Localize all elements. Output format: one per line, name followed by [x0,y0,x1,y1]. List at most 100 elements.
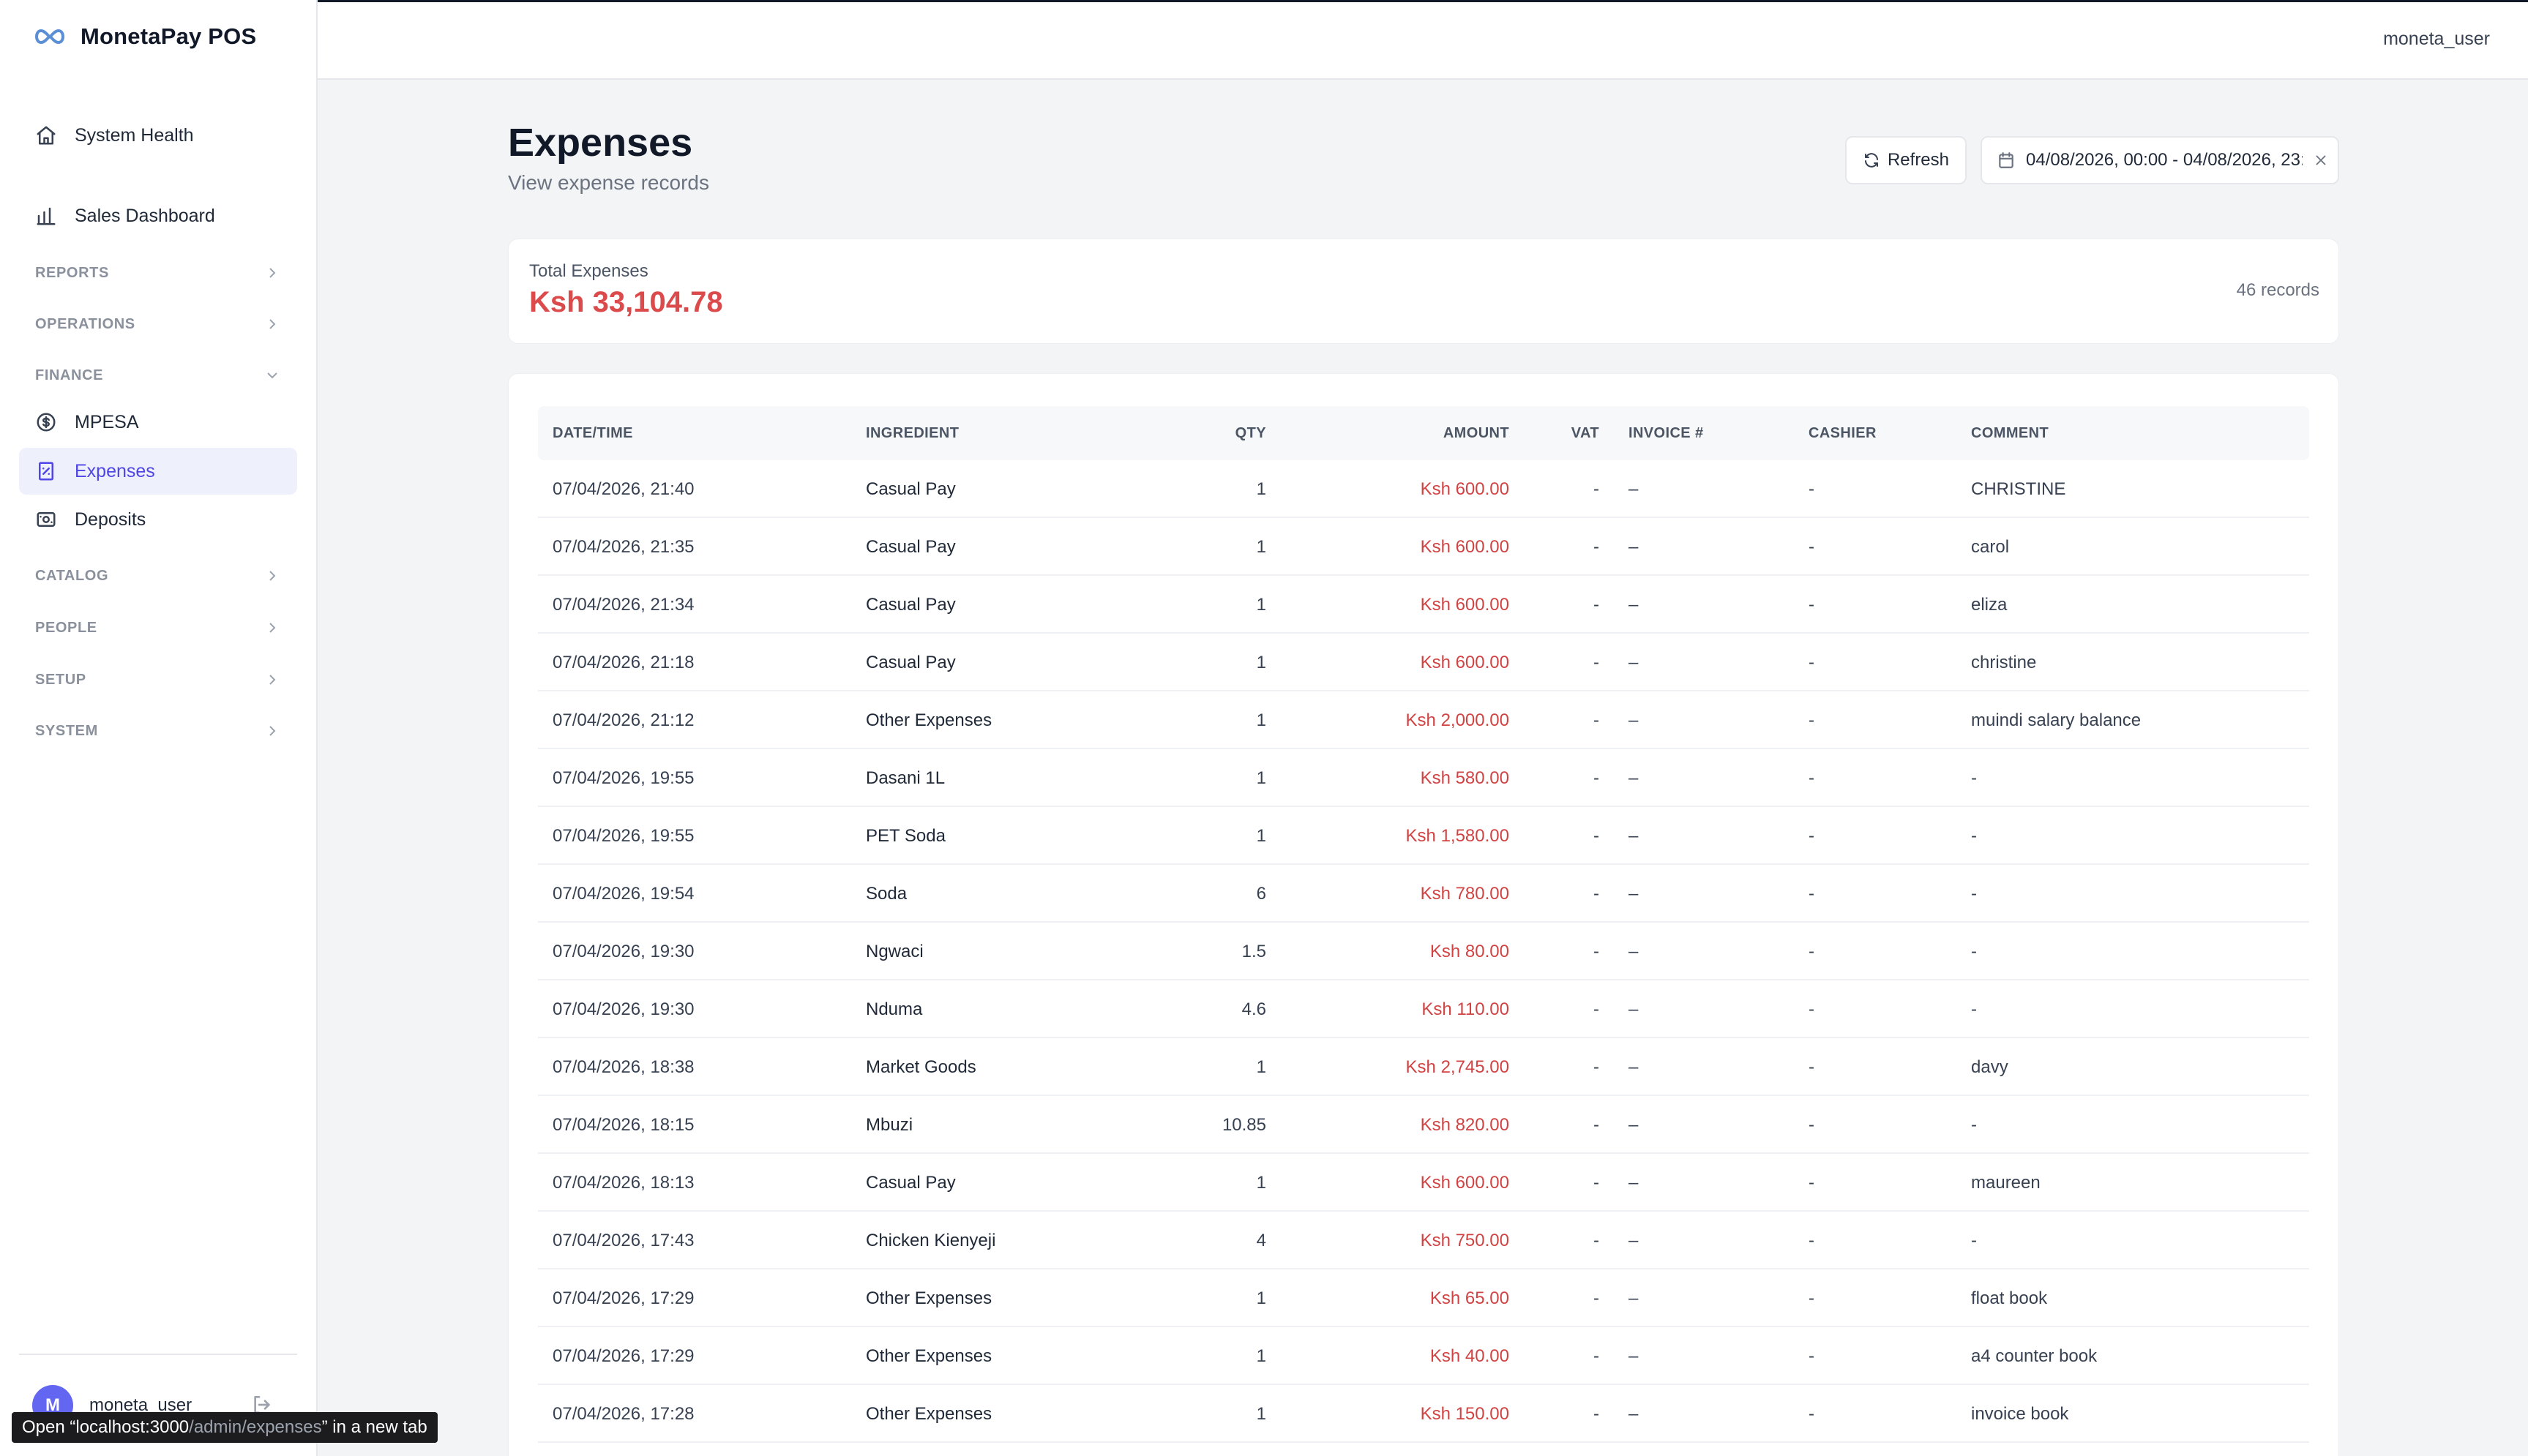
cell-cashier: - [1809,1346,1814,1366]
cell-qty: 4 [1256,1231,1266,1250]
column-header-cashier[interactable]: CASHIER [1809,425,1877,441]
cell-ingredient: Chicken Kienyeji [866,1231,996,1250]
sidebar-item-mpesa[interactable]: MPESA [19,399,297,446]
close-icon[interactable] [2313,152,2329,168]
table-row[interactable]: 07/04/2026, 19:30 Ngwaci 1.5 Ksh 80.00 - – - - [538,923,2309,980]
column-header-qty[interactable]: QTY [1235,425,1266,441]
cell-amount: Ksh 40.00 [1429,1346,1509,1366]
sidebar-item-system-health[interactable]: System Health [19,112,297,159]
sidebar-item-sales-dashboard[interactable]: Sales Dashboard [19,192,297,239]
section-operations[interactable]: OPERATIONS [19,306,297,342]
section-label: SYSTEM [35,722,98,739]
cell-ingredient: Dasani 1L [866,768,946,788]
cell-cashier: - [1809,653,1814,672]
column-header-amount[interactable]: AMOUNT [1443,425,1509,441]
column-header-vat[interactable]: VAT [1571,425,1599,441]
section-setup[interactable]: SETUP [19,661,297,698]
cell-comment: christine [1971,653,2037,672]
cell-vat: - [1593,1231,1599,1250]
cell-vat: - [1593,479,1599,499]
table-header: DATE/TIME INGREDIENT QTY AMOUNT VAT INVO… [538,406,2309,460]
table-row[interactable]: 07/04/2026, 17:29 Other Expenses 1 Ksh 65.0… [538,1269,2309,1327]
section-catalog[interactable]: CATALOG [19,558,297,594]
refresh-icon [1864,153,1878,168]
cell-vat: - [1593,1057,1599,1077]
cell-qty: 1.5 [1241,942,1266,961]
cell-qty: 1 [1256,1173,1266,1193]
cell-amount: Ksh 600.00 [1420,653,1509,672]
section-label: SETUP [35,671,86,688]
table-row[interactable]: 07/04/2026, 21:40 Casual Pay 1 Ksh 600.00 - –… [538,460,2309,518]
table-row[interactable]: 07/04/2026, 18:15 Mbuzi 10.85 Ksh 820.00 - – -… [538,1096,2309,1154]
cell-invoice: – [1628,479,1639,499]
date-range-picker[interactable]: 04/08/2026, 00:00 - 04/08/2026, 23:59 [1981,136,2339,184]
cell-comment: - [1971,884,1977,904]
column-header-invoice[interactable]: INVOICE # [1628,425,1704,441]
cell-comment: davy [1971,1057,2008,1077]
table-row[interactable]: 07/04/2026, 18:38 Market Goods 1 Ksh 2,745.… [538,1038,2309,1096]
section-people[interactable]: PEOPLE [19,609,297,646]
cell-invoice: – [1628,826,1639,846]
topbar-username[interactable]: moneta_user [2383,29,2490,49]
cell-vat: - [1593,537,1599,557]
cell-invoice: – [1628,595,1639,615]
cell-invoice: – [1628,1288,1639,1308]
table-row[interactable]: 07/04/2026, 19:54 Soda 6 Ksh 780.00 - – - - [538,865,2309,923]
section-finance[interactable]: FINANCE [19,357,297,394]
cell-vat: - [1593,1404,1599,1424]
table-row[interactable]: 07/04/2026, 19:55 PET Soda 1 Ksh 1,580.00 - –… [538,807,2309,865]
table-row[interactable]: 07/04/2026, 19:55 Dasani 1L 1 Ksh 580.00 - – -… [538,749,2309,807]
section-system[interactable]: SYSTEM [19,713,297,749]
refresh-button[interactable]: Refresh [1845,136,1967,184]
cell-qty: 1 [1256,710,1266,730]
cell-ingredient: Soda [866,884,908,904]
cell-invoice: – [1628,1231,1639,1250]
cell-amount: Ksh 2,745.00 [1405,1057,1509,1077]
cell-cashier: - [1809,1173,1814,1193]
cell-date: 07/04/2026, 21:12 [553,710,695,730]
cell-cashier: - [1809,1231,1814,1250]
cell-qty: 1 [1256,595,1266,615]
column-header-date[interactable]: DATE/TIME [553,425,633,441]
table-row[interactable]: 07/04/2026, 21:34 Casual Pay 1 Ksh 600.00 - –… [538,576,2309,634]
table-row[interactable]: 07/04/2026, 17:28 Other Expenses 1 Ksh 150.… [538,1385,2309,1443]
user-profile[interactable]: M moneta_user [32,1385,192,1426]
cell-comment: - [1971,999,1977,1019]
cell-amount: Ksh 1,580.00 [1405,826,1509,846]
cell-comment: carol [1971,537,2010,557]
cell-invoice: – [1628,1057,1639,1077]
chevron-right-icon [269,726,276,736]
chevron-right-icon [269,319,276,329]
cell-vat: - [1593,942,1599,961]
date-range-value: 04/08/2026, 00:00 - 04/08/2026, 23:59 [2026,150,2303,170]
brand[interactable]: MonetaPay POS [32,22,256,51]
link-tooltip: Open “localhost:3000/admin/expenses” in … [12,1412,438,1443]
table-row[interactable]: 07/04/2026, 21:18 Casual Pay 1 Ksh 600.00 - –… [538,634,2309,691]
cell-amount: Ksh 65.00 [1429,1288,1509,1308]
column-header-comment[interactable]: COMMENT [1971,425,2049,441]
cell-amount: Ksh 600.00 [1420,479,1509,499]
sidebar-item-expenses[interactable]: Expenses [19,448,297,495]
cell-amount: Ksh 750.00 [1420,1231,1509,1250]
cell-date: 07/04/2026, 19:54 [553,884,695,904]
section-label: REPORTS [35,264,109,281]
table-row[interactable]: 07/04/2026, 17:29 Other Expenses 1 Ksh 40.0… [538,1327,2309,1385]
column-header-ingredient[interactable]: INGREDIENT [866,425,960,441]
section-reports[interactable]: REPORTS [19,255,297,291]
table-row[interactable]: 07/04/2026, 17:43 Chicken Kienyeji 4 Ksh 75… [538,1212,2309,1269]
cell-amount: Ksh 600.00 [1420,537,1509,557]
table-row[interactable]: 07/04/2026, 18:13 Casual Pay 1 Ksh 600.00 - –… [538,1154,2309,1212]
banknote-icon [37,512,56,527]
cell-date: 07/04/2026, 19:30 [553,999,695,1019]
expenses-table: DATE/TIME INGREDIENT QTY AMOUNT VAT INVO… [508,373,2339,1456]
sidebar-item-label: MPESA [75,411,139,432]
cell-vat: - [1593,1115,1599,1135]
cell-date: 07/04/2026, 18:38 [553,1057,695,1077]
sidebar-item-deposits[interactable]: Deposits [19,496,297,543]
table-row[interactable]: 07/04/2026, 19:30 Nduma 4.6 Ksh 110.00 - – - - [538,980,2309,1038]
table-row[interactable]: 07/04/2026, 21:12 Other Expenses 1 Ksh 2,00… [538,691,2309,749]
sidebar-item-label: Expenses [75,460,155,481]
table-row[interactable]: 07/04/2026, 21:35 Casual Pay 1 Ksh 600.00 - –… [538,518,2309,576]
bar-chart-icon [37,207,56,225]
cell-qty: 1 [1256,1288,1266,1308]
